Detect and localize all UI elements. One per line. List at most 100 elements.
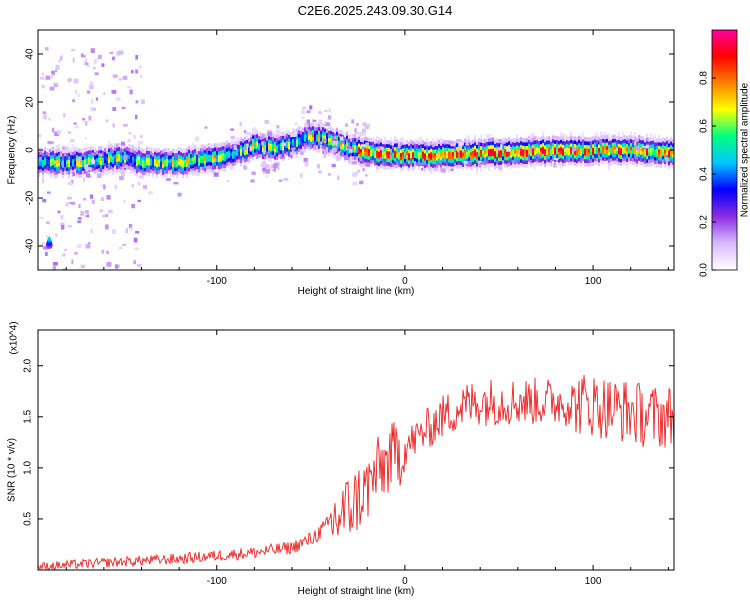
heatmap-cell xyxy=(574,139,577,145)
heatmap-cell xyxy=(538,144,541,149)
heatmap-cell xyxy=(364,147,367,152)
heatmap-cell xyxy=(238,137,241,142)
heatmap-cell xyxy=(300,141,303,146)
heatmap-cell xyxy=(634,135,637,140)
heatmap-cell xyxy=(560,146,563,151)
colorbar-segment xyxy=(712,246,737,249)
heatmap-cell xyxy=(86,147,89,152)
colorbar-segment xyxy=(712,236,737,239)
heatmap-speckle xyxy=(450,144,456,147)
heatmap-cell xyxy=(218,143,221,148)
heatmap-speckle xyxy=(122,123,128,127)
heatmap-cell xyxy=(136,151,139,156)
heatmap-cell xyxy=(248,141,251,146)
heatmap-cell xyxy=(268,153,271,158)
heatmap-cell xyxy=(662,147,665,153)
heatmap-speckle xyxy=(85,210,89,215)
heatmap-cell xyxy=(634,132,637,137)
heatmap-cell xyxy=(360,137,363,142)
heatmap-cell xyxy=(614,156,617,161)
heatmap-cell xyxy=(528,153,531,159)
colorbar-segment xyxy=(712,264,737,267)
heatmap-cell xyxy=(94,155,97,160)
colorbar-segment xyxy=(712,70,737,73)
heatmap-cell xyxy=(620,161,623,167)
heatmap-cell xyxy=(466,154,469,159)
heatmap-cell xyxy=(394,135,397,140)
heatmap-cell xyxy=(454,162,457,167)
heatmap-speckle xyxy=(500,144,503,149)
heatmap-cell xyxy=(406,147,409,152)
heatmap-cell xyxy=(412,140,415,146)
heatmap-cell xyxy=(338,143,341,148)
heatmap-cell xyxy=(624,153,627,158)
heatmap-cell xyxy=(454,144,457,149)
heatmap-cell xyxy=(168,155,171,160)
colorbar-segment xyxy=(712,240,737,243)
heatmap-cell xyxy=(436,159,439,165)
heatmap-cell xyxy=(356,137,359,142)
heatmap-cell xyxy=(470,158,473,163)
heatmap-cell xyxy=(360,162,363,168)
heatmap-cell xyxy=(190,164,193,169)
heatmap-cell xyxy=(400,141,403,146)
heatmap-cell xyxy=(150,154,153,159)
heatmap-cell xyxy=(568,144,571,149)
heatmap-cell xyxy=(372,151,375,157)
heatmap-cell xyxy=(482,164,485,169)
heatmap-cell xyxy=(74,150,77,155)
heatmap-cell xyxy=(524,159,527,165)
heatmap-cell xyxy=(132,155,135,160)
heatmap-cell xyxy=(212,162,215,167)
heatmap-cell xyxy=(312,136,315,141)
heatmap-cell xyxy=(572,143,575,148)
heatmap-cell xyxy=(442,143,445,148)
heatmap-cell xyxy=(656,159,659,165)
heatmap-cell xyxy=(204,163,207,168)
heatmap-speckle xyxy=(105,119,109,123)
heatmap-cell xyxy=(144,163,147,168)
heatmap-cell xyxy=(592,140,595,145)
heatmap-cell xyxy=(234,143,237,148)
heatmap-cell xyxy=(330,140,333,146)
heatmap-cell xyxy=(288,155,291,161)
heatmap-cell xyxy=(160,164,163,170)
heatmap-speckle xyxy=(128,132,132,135)
heatmap-cell xyxy=(210,157,213,163)
heatmap-cell xyxy=(538,154,541,160)
heatmap-cell xyxy=(536,161,539,166)
heatmap-speckle xyxy=(48,149,52,153)
heatmap-cell xyxy=(264,155,267,160)
heatmap-cell xyxy=(212,151,215,156)
top-x-tick-label: 100 xyxy=(585,276,602,287)
heatmap-cell xyxy=(544,162,547,168)
heatmap-cell xyxy=(190,146,193,151)
heatmap-cell xyxy=(300,133,303,139)
heatmap-cell xyxy=(442,161,445,166)
heatmap-cell xyxy=(154,151,157,156)
heatmap-cell xyxy=(192,160,195,165)
heatmap-speckle xyxy=(360,144,366,147)
heatmap-cell xyxy=(618,161,621,166)
page-title: C2E6.2025.243.09.30.G14 xyxy=(297,3,453,18)
heatmap-cell xyxy=(148,164,151,170)
heatmap-cell xyxy=(586,151,589,156)
heatmap-speckle xyxy=(301,109,305,114)
heatmap-cell xyxy=(578,146,581,151)
heatmap-cell xyxy=(532,133,535,138)
heatmap-speckle xyxy=(88,167,92,171)
heatmap-cell xyxy=(318,140,321,146)
heatmap-cell xyxy=(492,148,495,153)
heatmap-cell xyxy=(456,164,459,169)
heatmap-cell xyxy=(200,151,203,156)
heatmap-cell xyxy=(362,159,365,164)
heatmap-cell xyxy=(388,143,391,148)
heatmap-cell xyxy=(456,146,459,151)
colorbar-segment xyxy=(712,224,737,227)
heatmap-cell xyxy=(98,167,101,172)
heatmap-cell xyxy=(434,148,437,154)
heatmap-cell xyxy=(474,148,477,154)
heatmap-cell xyxy=(156,163,159,168)
bottom-x-tick-label: -100 xyxy=(207,576,227,587)
heatmap-cell xyxy=(576,140,579,146)
